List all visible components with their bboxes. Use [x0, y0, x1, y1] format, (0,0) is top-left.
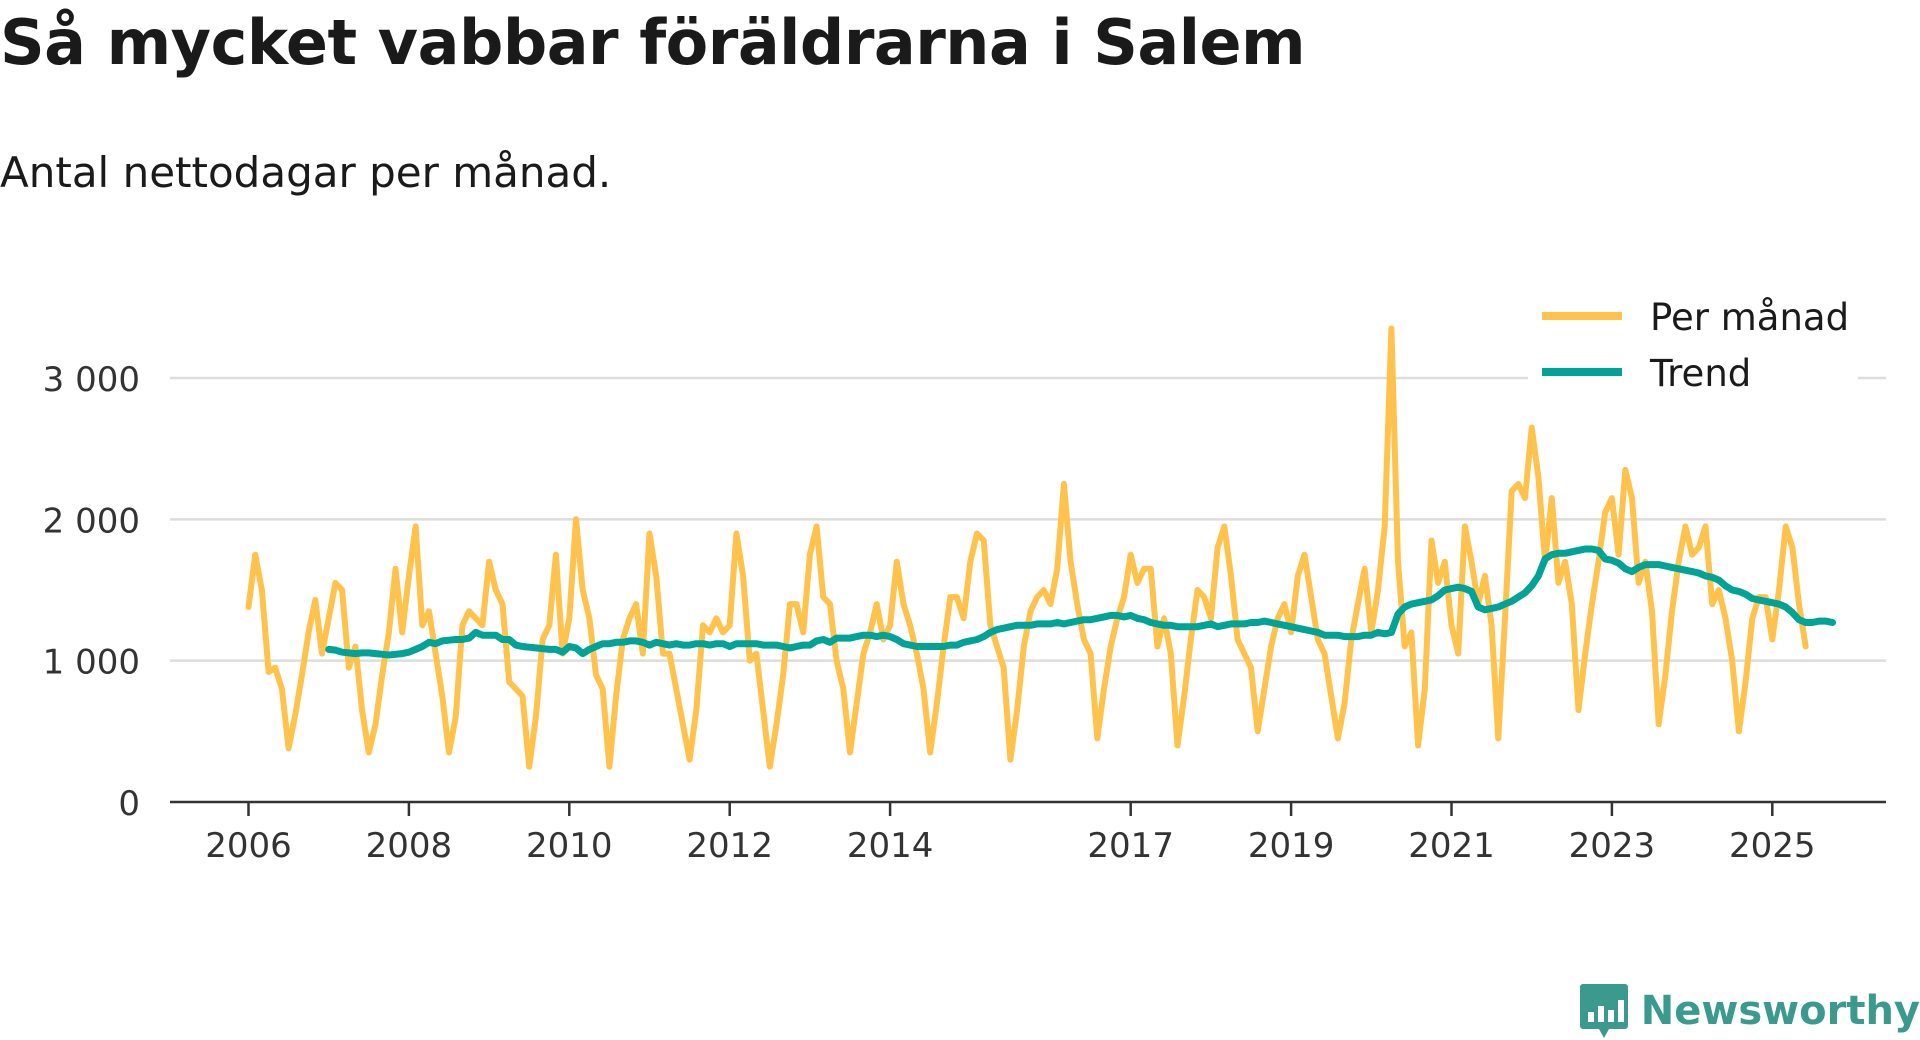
- newsworthy-logo-icon: [1579, 984, 1628, 1038]
- y-tick-label: 2 000: [43, 501, 140, 541]
- chart-title: Så mycket vabbar föräldrarna i Salem: [0, 6, 1306, 79]
- x-tick-label: 2025: [1729, 826, 1816, 866]
- x-tick-label: 2021: [1408, 826, 1495, 866]
- y-tick-label: 0: [118, 784, 140, 824]
- x-tick-label: 2023: [1569, 826, 1656, 866]
- legend-label-trend: Trend: [1649, 352, 1751, 395]
- brand-name: Newsworthy: [1640, 988, 1920, 1034]
- brand-logo: Newsworthy: [1579, 982, 1920, 1040]
- series-line-trend: [325, 545, 1836, 659]
- x-tick-label: 2010: [526, 826, 613, 866]
- x-tick-label: 2006: [205, 826, 292, 866]
- y-tick-label: 1 000: [43, 643, 140, 683]
- series-line-per-manad: [245, 325, 1809, 770]
- legend-background: [1528, 285, 1858, 395]
- x-axis: 2006 2008 2010 2012 2014 2017 2019 2021 2023 2025: [205, 802, 1816, 866]
- x-tick-label: 2019: [1248, 826, 1335, 866]
- x-tick-label: 2014: [847, 826, 934, 866]
- x-tick-label: 2012: [686, 826, 773, 866]
- chart-subtitle: Antal nettodagar per månad.: [0, 148, 612, 197]
- legend: Per månad Trend: [1528, 285, 1858, 395]
- y-tick-label: 3 000: [43, 360, 140, 400]
- series-lines: [245, 325, 1836, 770]
- legend-label-per-manad: Per månad: [1650, 296, 1849, 339]
- y-axis: 0 1 000 2 000 3 000: [43, 360, 140, 824]
- x-tick-label: 2008: [366, 826, 453, 866]
- x-tick-label: 2017: [1087, 826, 1174, 866]
